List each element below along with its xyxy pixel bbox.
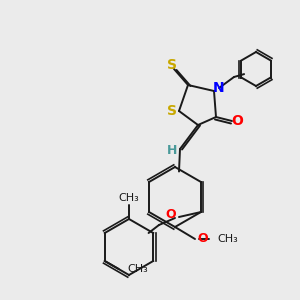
- Text: CH₃: CH₃: [128, 264, 148, 274]
- Text: N: N: [213, 81, 225, 95]
- Text: S: S: [167, 104, 177, 118]
- Text: O: O: [166, 208, 176, 220]
- Text: H: H: [167, 145, 177, 158]
- Text: CH₃: CH₃: [217, 234, 238, 244]
- Text: CH₃: CH₃: [118, 193, 140, 203]
- Text: S: S: [167, 58, 177, 72]
- Text: O: O: [231, 114, 243, 128]
- Text: O: O: [198, 232, 208, 245]
